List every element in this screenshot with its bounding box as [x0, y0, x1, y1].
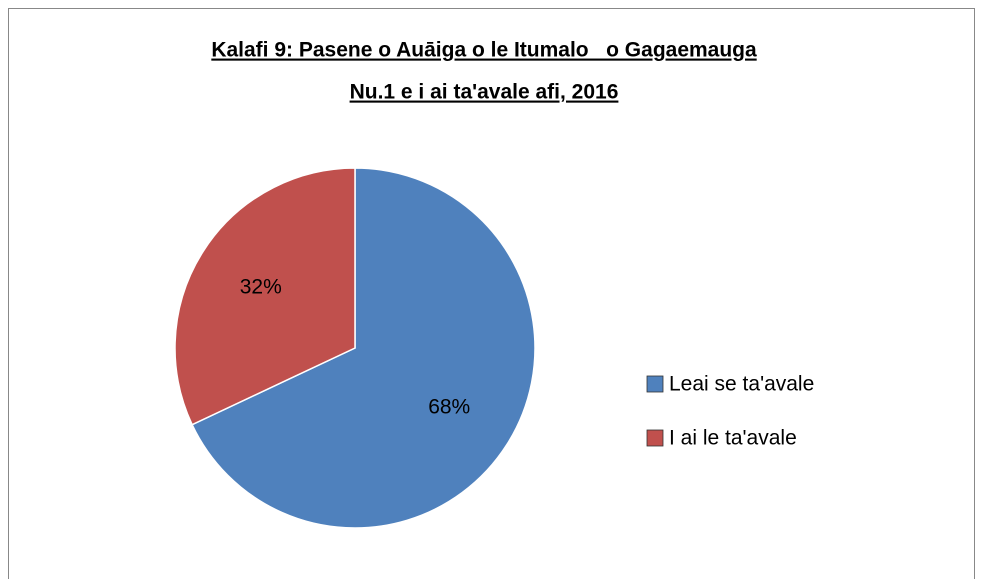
data-label: 32%: [240, 276, 282, 299]
data-label: 68%: [428, 395, 470, 418]
pie-slice: [174, 167, 356, 426]
legend-label: Leai se ta'avale: [669, 373, 814, 396]
legend-label: I ai le ta'avale: [669, 427, 797, 450]
legend-swatch: [646, 375, 664, 393]
pie-slice: [191, 167, 536, 529]
chart-title: Nu.1 e i ai ta'avale afi, 2016: [350, 81, 619, 104]
legend-swatch: [646, 429, 664, 447]
chart-title: Kalafi 9: Pasene o Auāiga o le Itumalo o…: [211, 39, 757, 62]
